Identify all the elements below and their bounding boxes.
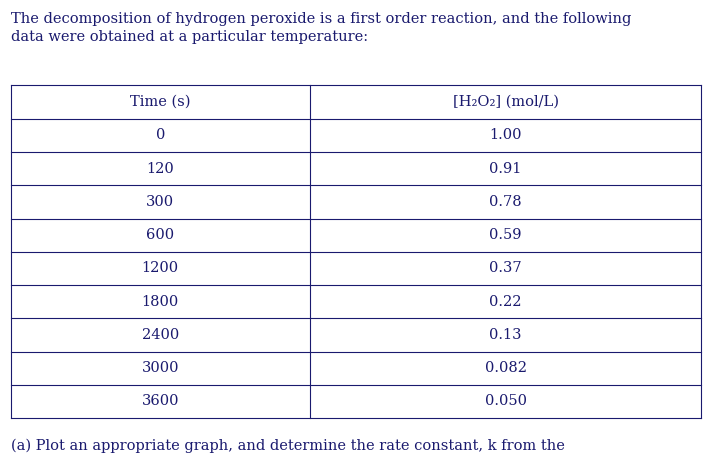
Text: 0.050: 0.050	[485, 395, 526, 408]
Text: 600: 600	[146, 228, 174, 242]
Text: Time (s): Time (s)	[130, 95, 190, 109]
Text: data were obtained at a particular temperature:: data were obtained at a particular tempe…	[11, 30, 368, 44]
Text: 0.37: 0.37	[489, 261, 522, 275]
Text: 0.78: 0.78	[489, 195, 522, 209]
Text: 3000: 3000	[142, 361, 179, 375]
Text: [H₂O₂] (mol/L): [H₂O₂] (mol/L)	[453, 95, 558, 109]
Text: 0: 0	[155, 128, 165, 142]
Text: 3600: 3600	[142, 395, 179, 408]
Text: 0.082: 0.082	[485, 361, 526, 375]
Text: 0.59: 0.59	[489, 228, 522, 242]
Text: 2400: 2400	[142, 328, 179, 342]
Text: 1.00: 1.00	[489, 128, 522, 142]
Text: 0.13: 0.13	[489, 328, 522, 342]
Text: The decomposition of hydrogen peroxide is a first order reaction, and the follow: The decomposition of hydrogen peroxide i…	[11, 12, 631, 25]
Text: 0.22: 0.22	[489, 295, 522, 309]
Text: 300: 300	[146, 195, 174, 209]
Text: 1800: 1800	[142, 295, 179, 309]
Text: 120: 120	[147, 162, 174, 176]
Text: (a) Plot an appropriate graph, and determine the rate constant, k from the: (a) Plot an appropriate graph, and deter…	[11, 439, 565, 453]
Text: 1200: 1200	[142, 261, 179, 275]
Text: 0.91: 0.91	[489, 162, 522, 176]
